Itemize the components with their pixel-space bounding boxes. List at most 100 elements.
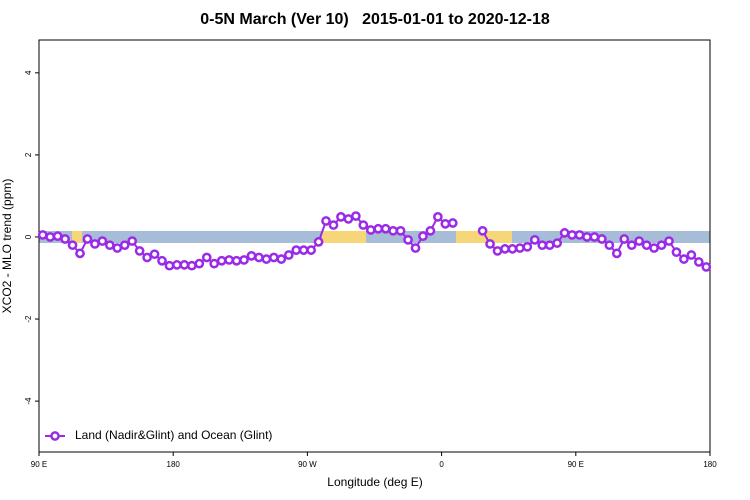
data-point	[418, 231, 428, 242]
data-point	[261, 254, 272, 264]
land-band	[322, 231, 366, 243]
data-point	[179, 260, 190, 270]
data-point	[328, 220, 339, 230]
legend-marker	[50, 431, 60, 441]
data-point	[67, 240, 78, 251]
data-point	[679, 254, 689, 264]
data-point	[403, 234, 413, 245]
data-point	[395, 225, 406, 236]
data-point	[231, 255, 242, 266]
data-point	[693, 257, 704, 267]
data-point	[194, 258, 205, 269]
data-point	[373, 223, 384, 234]
data-point	[611, 248, 622, 259]
data-point	[239, 255, 249, 265]
data-point	[507, 244, 518, 254]
data-point	[567, 230, 577, 240]
data-point	[500, 244, 510, 254]
data-point	[634, 236, 645, 246]
y-tick-label: 2	[24, 152, 33, 157]
data-point	[321, 216, 331, 226]
x-tick-label: 180	[703, 460, 717, 469]
data-point	[492, 246, 503, 256]
data-point	[574, 230, 585, 240]
data-point	[589, 232, 600, 242]
data-point	[522, 241, 533, 252]
data-point	[157, 255, 167, 266]
chart-title: 0-5N March (Ver 10) 2015-01-01 to 2020-1…	[200, 11, 550, 28]
data-point	[664, 236, 674, 246]
data-point	[582, 232, 592, 242]
x-tick-label: 90 W	[298, 460, 317, 469]
data-point	[119, 240, 130, 251]
data-point	[224, 255, 234, 265]
data-point	[283, 250, 294, 260]
data-point	[104, 240, 115, 251]
y-tick-label: -2	[24, 315, 33, 323]
data-point	[82, 234, 93, 244]
x-tick-label: 90 E	[568, 460, 584, 469]
data-point	[142, 252, 152, 263]
data-point	[365, 225, 376, 235]
data-point	[440, 218, 451, 229]
data-point	[45, 232, 56, 242]
data-point	[641, 240, 652, 251]
data-point	[343, 214, 354, 224]
data-point	[425, 225, 436, 236]
data-point	[537, 240, 548, 251]
data-point	[112, 243, 123, 253]
data-point	[619, 234, 630, 244]
data-point	[201, 252, 212, 263]
data-point	[485, 239, 495, 249]
ocean-band	[39, 231, 710, 243]
x-tick-label: 180	[167, 460, 181, 469]
data-point	[52, 231, 63, 242]
data-point	[351, 211, 361, 221]
data-point	[597, 234, 607, 244]
y-tick-label: 0	[24, 234, 33, 239]
data-point	[149, 249, 160, 260]
x-axis-label: Longitude (deg E)	[327, 475, 422, 489]
legend-label: Land (Nadir&Glint) and Ocean (Glint)	[75, 428, 272, 442]
data-point	[276, 254, 287, 264]
x-tick-label: 0	[439, 460, 444, 469]
data-point	[649, 243, 659, 253]
data-point	[216, 255, 227, 266]
data-point	[515, 243, 525, 253]
data-point	[291, 245, 302, 255]
data-point	[433, 212, 443, 222]
data-point	[552, 238, 563, 248]
y-axis-label: XCO2 - MLO trend (ppm)	[0, 179, 14, 314]
data-point	[388, 225, 398, 236]
data-point	[298, 245, 309, 255]
data-point	[604, 240, 615, 251]
land-band	[456, 231, 512, 243]
data-point	[336, 212, 346, 222]
x-tick-label: 90 E	[31, 460, 47, 469]
data-point	[90, 239, 100, 249]
data-point	[246, 250, 257, 261]
plot-frame	[38, 39, 711, 453]
data-point	[380, 223, 391, 234]
data-point	[269, 252, 279, 263]
data-point	[544, 240, 555, 251]
data-point	[172, 260, 182, 270]
y-tick-label: 4	[24, 70, 33, 75]
data-point	[164, 260, 175, 271]
data-point	[37, 230, 48, 240]
data-point	[306, 245, 316, 255]
data-point	[313, 237, 324, 247]
data-point	[477, 225, 488, 236]
data-point	[686, 250, 697, 260]
data-point	[529, 234, 540, 245]
data-point	[701, 262, 712, 272]
data-point	[209, 258, 220, 269]
y-tick-label: -4	[24, 397, 33, 405]
data-point	[447, 218, 458, 228]
data-point	[134, 246, 145, 256]
data-point	[186, 260, 197, 271]
data-point	[410, 243, 421, 253]
data-point	[358, 220, 369, 230]
land-band	[72, 231, 82, 243]
